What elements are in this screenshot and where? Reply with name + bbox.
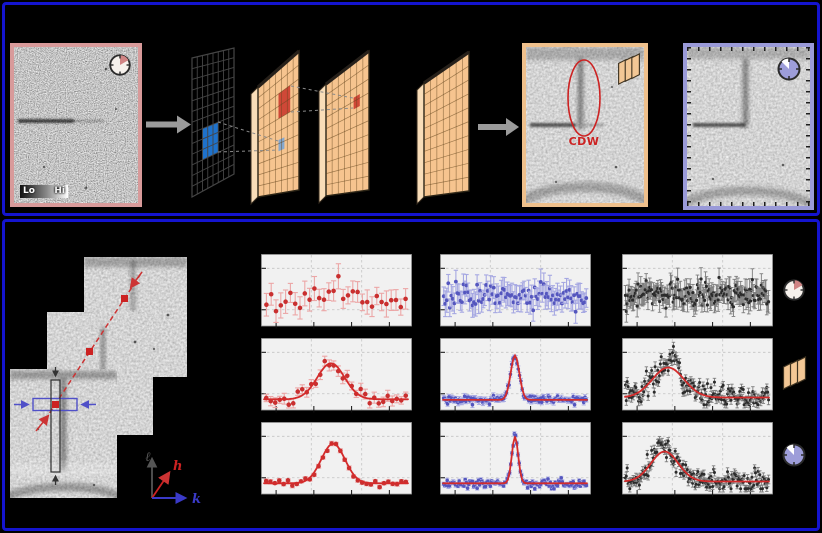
long-exposure-image (683, 43, 814, 210)
plot-long-k-cut (440, 422, 591, 498)
plot-long-l-cut (622, 422, 773, 498)
clock-long-icon (782, 443, 806, 467)
plot-short-k-cut (440, 254, 591, 330)
colorbar-lo-label: Lo (23, 186, 35, 196)
clock-short-icon (783, 279, 805, 301)
frame-stack-icon (618, 52, 640, 86)
plot-short-l-cut (622, 254, 773, 330)
profile-plot-grid (261, 254, 781, 500)
axis-ticks-right (806, 47, 810, 206)
raw-detector-image: Lo Hi (10, 43, 142, 207)
plot-stacked-l-cut (622, 338, 773, 414)
detector-slice-1 (10, 369, 117, 498)
colorbar-hi-label: Hi (54, 186, 65, 196)
axis-ticks-left (687, 47, 691, 206)
plot-stacked-h-cut (261, 338, 412, 414)
plot-short-h-cut (261, 254, 412, 330)
cdw-label: CDW (568, 135, 600, 148)
axis-ticks-bottom (687, 202, 810, 206)
clock-long-icon (777, 57, 801, 81)
axis-ticks-top (687, 47, 810, 51)
final-noise-image (687, 47, 810, 206)
plot-stacked-k-cut (440, 338, 591, 414)
frame-stack-icon (782, 356, 807, 390)
cdw-ellipse-annotation (567, 59, 601, 137)
colorbar: Lo Hi (20, 185, 68, 198)
stacked-image-cdw: CDW (522, 43, 648, 207)
plot-long-h-cut (261, 422, 412, 498)
clock-short-icon (109, 54, 131, 76)
